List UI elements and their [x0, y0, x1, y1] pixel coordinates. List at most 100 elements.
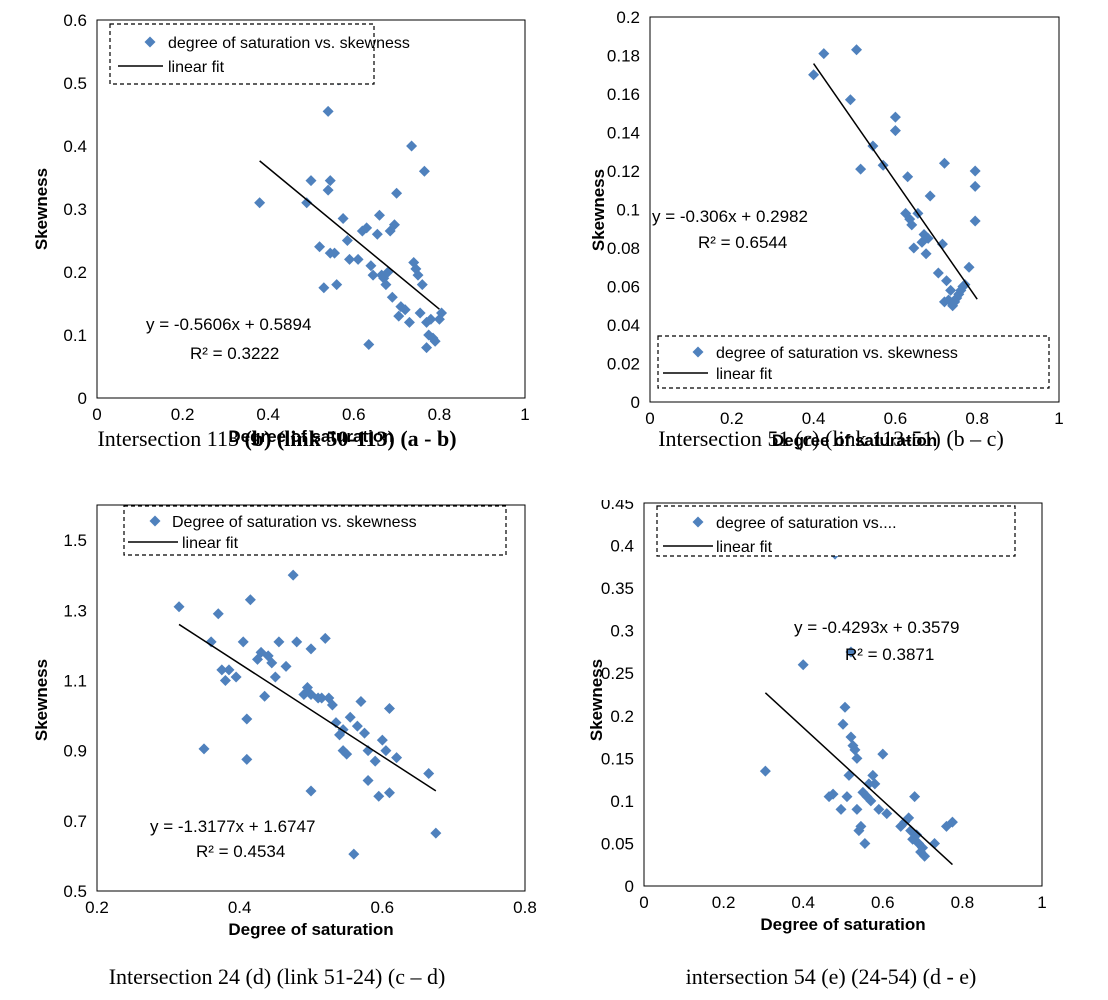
- data-point: [406, 140, 418, 152]
- data-point: [436, 307, 448, 319]
- data-point: [330, 717, 342, 729]
- data-point: [941, 275, 953, 287]
- data-point: [173, 601, 185, 613]
- data-point: [316, 692, 328, 704]
- data-point: [863, 778, 875, 790]
- data-point: [423, 767, 435, 779]
- data-point: [845, 731, 857, 743]
- data-point: [903, 812, 915, 824]
- data-point: [867, 140, 879, 152]
- data-point: [917, 842, 929, 854]
- plot-area-frame: [96, 504, 526, 892]
- data-point: [909, 791, 921, 803]
- data-point: [911, 829, 923, 841]
- y-tick-label: 0.04: [607, 316, 640, 335]
- chart-caption-4: intersection 54 (e) (24-54) (d - e): [554, 964, 1108, 990]
- data-point: [412, 269, 424, 281]
- x-tick-label: 0.2: [720, 409, 744, 428]
- y-tick-label: 0.14: [607, 124, 640, 143]
- data-point: [393, 310, 405, 322]
- x-tick-label: 0.6: [342, 405, 366, 424]
- data-point: [367, 269, 379, 281]
- data-point: [361, 222, 373, 234]
- data-point: [351, 720, 363, 732]
- y-axis-title: Skewness: [587, 659, 606, 741]
- data-point: [329, 247, 341, 259]
- data-point: [759, 765, 771, 777]
- chart-caption-1: Intersection 113 (b) (link 50-113) (a - …: [0, 426, 554, 452]
- data-point: [908, 242, 920, 254]
- data-point: [352, 253, 364, 265]
- data-point: [266, 657, 278, 669]
- plot-area-frame: [649, 16, 1060, 403]
- data-point: [319, 632, 331, 644]
- legend-fit-label: linear fit: [168, 59, 225, 76]
- data-point: [322, 105, 334, 117]
- chart-content: 0 0.2 0.4 0.6 0.8 1 0 0.05 0.1 0.15 0.2 0.25 0.3 0.35…: [587, 500, 1047, 934]
- data-point: [835, 803, 847, 815]
- x-tick-label: 0.4: [256, 405, 280, 424]
- y-tick-label: 0.1: [63, 326, 87, 345]
- x-tick-label: 0.2: [85, 898, 109, 917]
- fit-line: [812, 63, 978, 300]
- data-point: [230, 671, 242, 683]
- x-tick-label: 0: [645, 409, 654, 428]
- data-point: [365, 260, 377, 272]
- data-point: [383, 787, 395, 799]
- y-tick-label: 0: [631, 393, 640, 412]
- fit-equation: y = -0.306x + 0.2982: [652, 207, 808, 226]
- caption-4-prefix: intersection 54 (e) (24-54) (d - e): [685, 964, 977, 989]
- data-point: [301, 197, 313, 209]
- fit-line: [764, 692, 953, 866]
- data-point: [867, 769, 879, 781]
- data-point: [391, 752, 403, 764]
- y-tick-label: 1.5: [63, 531, 87, 550]
- fit-equation: y = -0.4293x + 0.3579: [794, 618, 959, 637]
- legend-series-label: degree of saturation vs....: [716, 515, 897, 532]
- x-tick-label: 0.6: [871, 893, 895, 912]
- data-point: [818, 48, 830, 60]
- y-axis-title: Skewness: [32, 659, 51, 741]
- y-tick-label: 0.08: [607, 239, 640, 258]
- x-tick-label: 1: [520, 405, 529, 424]
- data-point: [212, 608, 224, 620]
- data-point: [280, 660, 292, 672]
- data-point: [881, 808, 893, 820]
- data-point: [337, 212, 349, 224]
- data-point: [889, 125, 901, 137]
- data-point: [902, 171, 914, 183]
- data-point: [969, 165, 981, 177]
- data-point: [344, 253, 356, 265]
- legend-fit-label: linear fit: [716, 366, 773, 383]
- data-point: [963, 261, 975, 273]
- data-point: [355, 696, 367, 708]
- data-point: [906, 219, 918, 231]
- data-point: [421, 342, 433, 354]
- chart-content: 0 0.2 0.4 0.6 0.8 1 0 0.02 0.04 0.06 0.08 0.1 0.12 0.…: [589, 8, 1064, 450]
- y-tick-label: 0.5: [63, 74, 87, 93]
- x-tick-label: 1: [1037, 893, 1046, 912]
- r-squared: R² = 0.3871: [845, 645, 934, 664]
- x-tick-label: 0.6: [371, 898, 395, 917]
- legend-box: [109, 23, 375, 85]
- x-tick-label: 0.2: [171, 405, 195, 424]
- data-point: [305, 785, 317, 797]
- y-tick-label: 0: [625, 877, 634, 896]
- data-point: [932, 267, 944, 279]
- data-point: [219, 674, 231, 686]
- data-point: [845, 646, 857, 658]
- legend-marker: [149, 515, 161, 527]
- legend-marker: [144, 36, 156, 48]
- chart-2: 0 0.2 0.4 0.6 0.8 1 0 0.02 0.04 0.06 0.08 0.1 0.12 0.…: [589, 8, 1064, 450]
- data-point: [383, 703, 395, 715]
- chart-panel-2: 0 0.2 0.4 0.6 0.8 1 0 0.02 0.04 0.06 0.08 0.1 0.12 0.…: [554, 0, 1108, 500]
- data-point: [241, 713, 253, 725]
- data-point: [969, 215, 981, 227]
- caption-3-prefix: Intersection 24 (d) (link 51-24) (c – d): [108, 964, 446, 989]
- y-tick-label: 0.12: [607, 162, 640, 181]
- data-point: [922, 232, 934, 244]
- fit-equation: y = -0.5606x + 0.5894: [146, 315, 311, 334]
- data-point: [305, 643, 317, 655]
- data-point: [269, 671, 281, 683]
- data-point: [851, 803, 863, 815]
